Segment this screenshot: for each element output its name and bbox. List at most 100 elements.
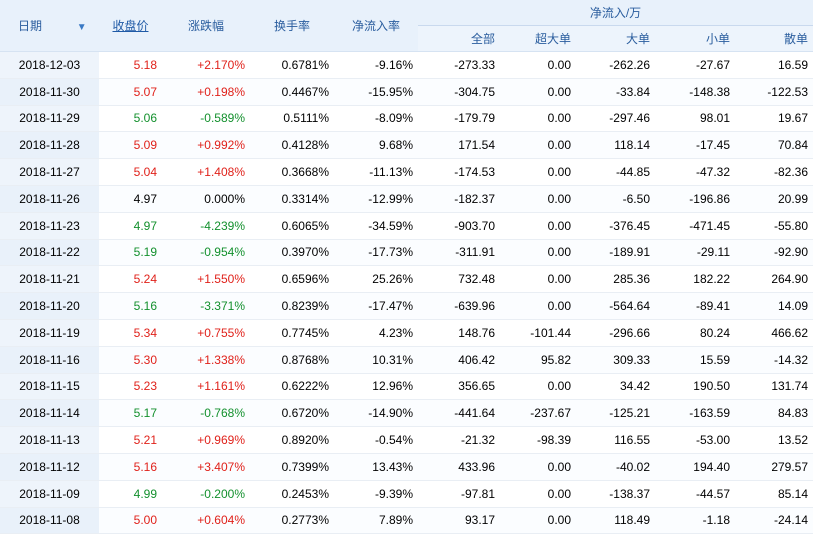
cell-date: 2018-11-26 bbox=[0, 185, 99, 213]
table-row[interactable]: 2018-11-08 5.00 +0.604% 0.2773% 7.89% 93.17 0.… bbox=[0, 507, 813, 534]
cell-turnover: 0.8239% bbox=[250, 292, 334, 320]
cell-change: +0.992% bbox=[162, 131, 250, 160]
cell-close: 4.97 bbox=[99, 212, 162, 240]
cell-all: -903.70 bbox=[418, 212, 500, 240]
cell-net-rate: -34.59% bbox=[334, 212, 418, 240]
cell-close: 5.06 bbox=[99, 105, 162, 133]
cell-date: 2018-11-12 bbox=[0, 453, 99, 481]
table-row[interactable]: 2018-11-15 5.23 +1.161% 0.6222% 12.96% 356.65… bbox=[0, 373, 813, 401]
cell-net-rate: -9.16% bbox=[334, 51, 418, 79]
cell-change: +1.408% bbox=[162, 158, 250, 186]
cell-close: 4.99 bbox=[99, 480, 162, 508]
cell-net-rate: -11.13% bbox=[334, 158, 418, 186]
date-header-label: 日期 bbox=[18, 19, 43, 33]
turnover-column-header[interactable]: 换手率 bbox=[250, 0, 334, 52]
cell-all: -304.75 bbox=[418, 78, 500, 106]
cell-xl: 0.00 bbox=[500, 265, 576, 294]
cell-net-rate: 4.23% bbox=[334, 319, 418, 347]
table-row[interactable]: 2018-11-09 4.99 -0.200% 0.2453% -9.39% -97.81… bbox=[0, 480, 813, 508]
cell-date: 2018-11-16 bbox=[0, 346, 99, 374]
cell-close: 5.00 bbox=[99, 507, 162, 534]
cell-turnover: 0.6222% bbox=[250, 373, 334, 401]
cell-xl: 0.00 bbox=[500, 212, 576, 240]
cell-change: +2.170% bbox=[162, 51, 250, 79]
cell-retail: 70.84 bbox=[735, 131, 813, 160]
cell-retail: 131.74 bbox=[735, 373, 813, 401]
large-column-header[interactable]: 大单 bbox=[576, 25, 655, 52]
table-row[interactable]: 2018-11-19 5.34 +0.755% 0.7745% 4.23% 148.76-… bbox=[0, 319, 813, 347]
table-row[interactable]: 2018-11-23 4.97 -4.239% 0.6065% -34.59% -903.… bbox=[0, 212, 813, 240]
cell-large: 118.49 bbox=[576, 507, 655, 534]
cell-retail: -24.14 bbox=[735, 507, 813, 534]
net-rate-header-label: 净流入率 bbox=[351, 19, 400, 33]
cell-all: 356.65 bbox=[418, 373, 500, 401]
cell-small: 182.22 bbox=[655, 265, 735, 294]
cell-turnover: 0.3668% bbox=[250, 158, 334, 186]
cell-date: 2018-11-13 bbox=[0, 426, 99, 454]
table-row[interactable]: 2018-11-28 5.09 +0.992% 0.4128% 9.68% 171.54 0… bbox=[0, 131, 813, 160]
cell-turnover: 0.3970% bbox=[250, 239, 334, 267]
net-flow-group-header: 净流入/万 bbox=[418, 0, 813, 26]
cell-xl: -237.67 bbox=[500, 399, 576, 428]
cell-net-rate: 7.89% bbox=[334, 507, 418, 534]
cell-close: 5.16 bbox=[99, 453, 162, 481]
table-row[interactable]: 2018-11-12 5.16 +3.407% 0.7399% 13.43% 433.96… bbox=[0, 453, 813, 481]
cell-change: -0.589% bbox=[162, 105, 250, 133]
table-row[interactable]: 2018-11-26 4.97 0.000% 0.3314% -12.99% -182.3… bbox=[0, 185, 813, 213]
change-column-header[interactable]: 涨跌幅 bbox=[162, 0, 250, 52]
cell-small: -163.59 bbox=[655, 399, 735, 428]
cell-turnover: 0.2453% bbox=[250, 480, 334, 508]
cell-date: 2018-11-21 bbox=[0, 265, 99, 294]
cell-xl: 0.00 bbox=[500, 131, 576, 160]
cell-small: 98.01 bbox=[655, 105, 735, 133]
all-column-header[interactable]: 全部 bbox=[418, 25, 500, 52]
net-flow-group-label: 净流入/万 bbox=[589, 6, 642, 20]
cell-small: 15.59 bbox=[655, 346, 735, 374]
cell-all: -311.91 bbox=[418, 239, 500, 267]
cell-change: +3.407% bbox=[162, 453, 250, 481]
cell-turnover: 0.6720% bbox=[250, 399, 334, 428]
cell-retail: 264.90 bbox=[735, 265, 813, 294]
table-row[interactable]: 2018-11-21 5.24 +1.550% 0.6596% 25.26% 732.48… bbox=[0, 265, 813, 294]
cell-retail: -14.32 bbox=[735, 346, 813, 374]
table-row[interactable]: 2018-11-30 5.07 +0.198% 0.4467% -15.95% -304.… bbox=[0, 78, 813, 106]
cell-xl: 0.00 bbox=[500, 292, 576, 320]
table-row[interactable]: 2018-11-13 5.21 +0.969% 0.8920% -0.54% -21.32… bbox=[0, 426, 813, 454]
cell-net-rate: 13.43% bbox=[334, 453, 418, 481]
table-row[interactable]: 2018-11-22 5.19 -0.954% 0.3970% -17.73% -311.… bbox=[0, 239, 813, 267]
net-rate-column-header[interactable]: 净流入率 bbox=[334, 0, 418, 52]
retail-column-header[interactable]: 散单 bbox=[735, 25, 813, 52]
cell-large: 285.36 bbox=[576, 265, 655, 294]
xl-column-header[interactable]: 超大单 bbox=[500, 25, 576, 52]
table-row[interactable]: 2018-11-16 5.30 +1.338% 0.8768% 10.31% 406.42… bbox=[0, 346, 813, 374]
table-row[interactable]: 2018-11-14 5.17 -0.768% 0.6720% -14.90% -441.… bbox=[0, 399, 813, 428]
table-row[interactable]: 2018-11-20 5.16 -3.371% 0.8239% -17.47% -639.… bbox=[0, 292, 813, 320]
close-header-label[interactable]: 收盘价 bbox=[112, 19, 149, 33]
cell-date: 2018-11-19 bbox=[0, 319, 99, 347]
date-column-header[interactable]: 日期 ▼ bbox=[0, 0, 99, 52]
cell-turnover: 0.7399% bbox=[250, 453, 334, 481]
small-column-header[interactable]: 小单 bbox=[655, 25, 735, 52]
cell-xl: 0.00 bbox=[500, 78, 576, 106]
cell-retail: 19.67 bbox=[735, 105, 813, 133]
table-row[interactable]: 2018-12-03 5.18 +2.170% 0.6781% -9.16% -273.3… bbox=[0, 51, 813, 79]
table-row[interactable]: 2018-11-29 5.06 -0.589% 0.5111% -8.09% -179.7… bbox=[0, 105, 813, 133]
cell-large: 34.42 bbox=[576, 373, 655, 401]
cell-date: 2018-11-28 bbox=[0, 131, 99, 160]
cell-small: 190.50 bbox=[655, 373, 735, 401]
cell-small: -89.41 bbox=[655, 292, 735, 320]
cell-retail: 14.09 bbox=[735, 292, 813, 320]
cell-net-rate: -12.99% bbox=[334, 185, 418, 213]
cell-close: 5.24 bbox=[99, 265, 162, 294]
cell-change: 0.000% bbox=[162, 185, 250, 213]
close-column-header[interactable]: 收盘价 bbox=[99, 0, 162, 52]
cell-turnover: 0.8920% bbox=[250, 426, 334, 454]
cell-net-rate: -14.90% bbox=[334, 399, 418, 428]
cell-close: 5.19 bbox=[99, 239, 162, 267]
cell-net-rate: -17.73% bbox=[334, 239, 418, 267]
table-row[interactable]: 2018-11-27 5.04 +1.408% 0.3668% -11.13% -174.… bbox=[0, 158, 813, 186]
cell-all: -639.96 bbox=[418, 292, 500, 320]
sort-down-icon[interactable]: ▼ bbox=[76, 22, 87, 33]
cell-close: 5.16 bbox=[99, 292, 162, 320]
cell-large: 118.14 bbox=[576, 131, 655, 160]
